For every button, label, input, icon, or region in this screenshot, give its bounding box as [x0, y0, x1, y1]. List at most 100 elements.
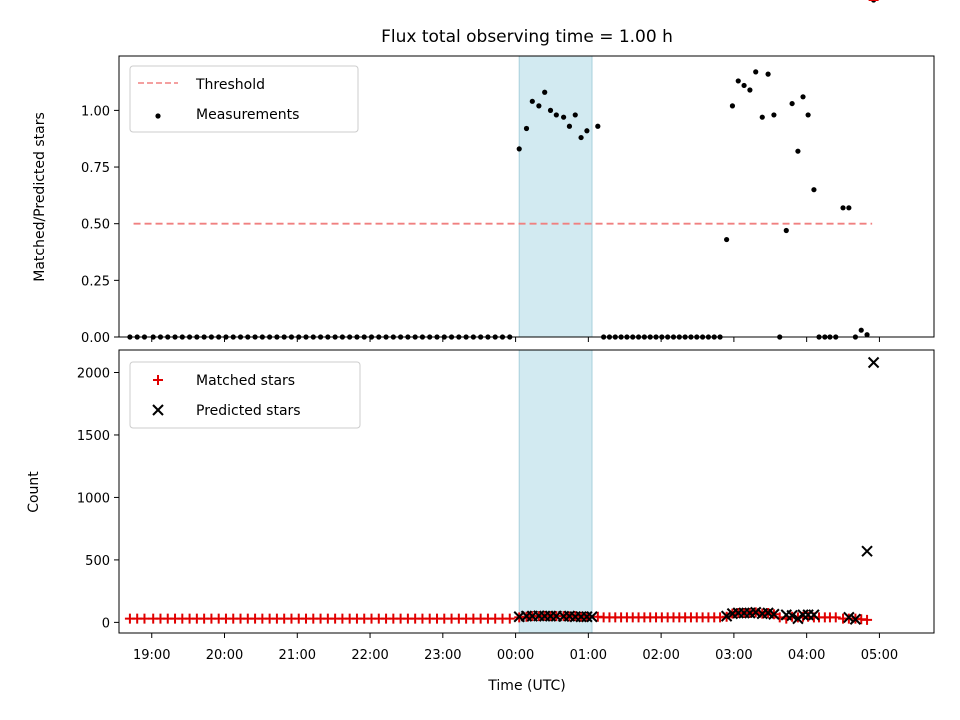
predicted-star-marker-b: [843, 611, 855, 624]
top-y-tick-label: 1.00: [81, 104, 110, 119]
predicted-star-marker-b: [797, 609, 809, 621]
measurement-point: [741, 82, 747, 89]
matched-star-marker: [862, 614, 873, 625]
predicted-stars-points: [513, 356, 880, 625]
bottom-y-axis-label: Count: [26, 471, 42, 513]
measurement-point: [735, 78, 741, 84]
predicted-star-marker-b: [780, 609, 792, 621]
predicted-star-marker-b: [849, 613, 862, 625]
chart-title: Flux total observing time = 1.00 h: [381, 27, 673, 47]
predicted-star-marker: [843, 611, 855, 624]
x-tick-label: 21:00: [279, 648, 316, 663]
measurement-point: [529, 98, 535, 104]
top-shaded-interval: [518, 55, 593, 338]
x-axis-label: Time (UTC): [487, 678, 565, 694]
predicted-star-marker: [720, 610, 733, 622]
measurement-point: [805, 112, 811, 118]
bottom-y-tick-label: 0: [102, 616, 110, 631]
measurement-point: [771, 112, 777, 118]
measurements-legend-swatch: [155, 113, 161, 119]
matched-legend-swatch: [153, 375, 163, 385]
predicted-star-marker-b: [768, 608, 780, 620]
top-y-tick-label: 0.00: [81, 331, 110, 346]
x-tick-label: 20:00: [206, 648, 243, 663]
measurement-point: [864, 332, 870, 338]
x-tick-label: 04:00: [788, 648, 825, 663]
measurements-legend-label: Measurements: [196, 107, 299, 123]
bottom-legend-box: [129, 361, 361, 429]
predicted-star-marker-b: [586, 611, 598, 623]
top-legend-box: [129, 65, 359, 133]
predicted-star-marker: [581, 611, 593, 623]
top-y-axis-label: Matched/Predicted stars: [32, 112, 48, 282]
measurement-point: [729, 103, 736, 109]
measurement-point: [858, 327, 864, 333]
predicted-star-marker: [867, 356, 880, 369]
predicted-star-marker-b: [786, 609, 798, 622]
predicted-star-marker-b: [861, 545, 873, 557]
x-tick-label: 22:00: [351, 648, 388, 663]
x-tick-label: 05:00: [861, 648, 898, 663]
matched-star-marker: [504, 613, 515, 624]
predicted-star-marker-b: [867, 356, 880, 369]
top-shaded-band: [518, 55, 593, 338]
x-tick-label: 02:00: [642, 648, 679, 663]
matched-star-marker: [139, 613, 150, 624]
matched-legend-label: Matched stars: [196, 373, 295, 389]
bottom-x-ticks: 19:00 20:00 21:00 22:00 23:00 00:00 01:00 02:00…: [133, 633, 898, 663]
x-tick-label: 23:00: [424, 648, 461, 663]
predicted-star-marker-b: [720, 610, 733, 622]
measurement-point: [523, 125, 530, 132]
predicted-star-marker: [786, 609, 798, 622]
measurement-point: [765, 71, 771, 77]
measurement-point: [547, 107, 554, 113]
predicted-star-marker: [808, 609, 820, 621]
bottom-panel: 0 500 1000 1500 2000 19:00 20:00 21:00 22:00 23:…: [26, 0, 935, 694]
matched-star-marker: [830, 612, 841, 623]
measurement-point: [759, 114, 765, 120]
top-x-ticks: [151, 337, 880, 342]
predicted-star-marker: [861, 545, 873, 557]
measurement-point: [584, 128, 590, 134]
measurement-point: [595, 123, 601, 129]
top-y-tick-label: 0.25: [81, 274, 110, 289]
top-y-tick-label: 0.75: [81, 161, 110, 176]
predicted-legend-label: Predicted stars: [196, 403, 301, 419]
measurement-point: [724, 236, 730, 243]
top-y-tick-label: 0.50: [81, 218, 110, 233]
predicted-star-marker-b: [808, 609, 820, 621]
bottom-y-tick-label: 2000: [77, 366, 110, 381]
x-tick-label: 00:00: [497, 648, 534, 663]
measurement-point: [561, 114, 567, 120]
top-panel: 0.00 0.25 0.50 0.75 1.00 Matched/Predicted s…: [32, 0, 935, 346]
measurement-point: [783, 227, 789, 234]
measurement-point: [542, 89, 548, 95]
threshold-legend-label: Threshold: [195, 77, 265, 93]
measurement-point: [811, 187, 817, 193]
predicted-star-marker-b: [581, 611, 593, 623]
measurement-point: [800, 94, 806, 100]
bottom-shaded-interval: [518, 349, 593, 634]
bottom-y-tick-label: 1500: [77, 429, 110, 444]
bottom-shaded-band: [518, 349, 593, 634]
bottom-y-tick-label: 1000: [77, 491, 110, 506]
measurement-point: [789, 100, 795, 107]
predicted-star-marker-b: [563, 610, 576, 622]
predicted-legend-swatch: [152, 404, 164, 416]
x-tick-label: 19:00: [133, 648, 170, 663]
bottom-y-tick-label: 500: [85, 554, 110, 569]
x-tick-label: 03:00: [715, 648, 752, 663]
measurement-point: [572, 112, 578, 118]
measurement-point: [516, 146, 522, 152]
bottom-y-ticks: 0 500 1000 1500 2000: [77, 366, 119, 631]
measurement-point: [840, 205, 846, 211]
measurement-point: [536, 103, 542, 109]
bottom-axes-frame: [118, 349, 935, 634]
measurement-point: [846, 205, 852, 211]
measurement-point: [553, 112, 559, 118]
measurement-point: [578, 134, 584, 141]
predicted-star-marker: [768, 608, 780, 620]
predicted-star-marker-b: [762, 607, 774, 619]
predicted-star-marker: [849, 613, 862, 625]
